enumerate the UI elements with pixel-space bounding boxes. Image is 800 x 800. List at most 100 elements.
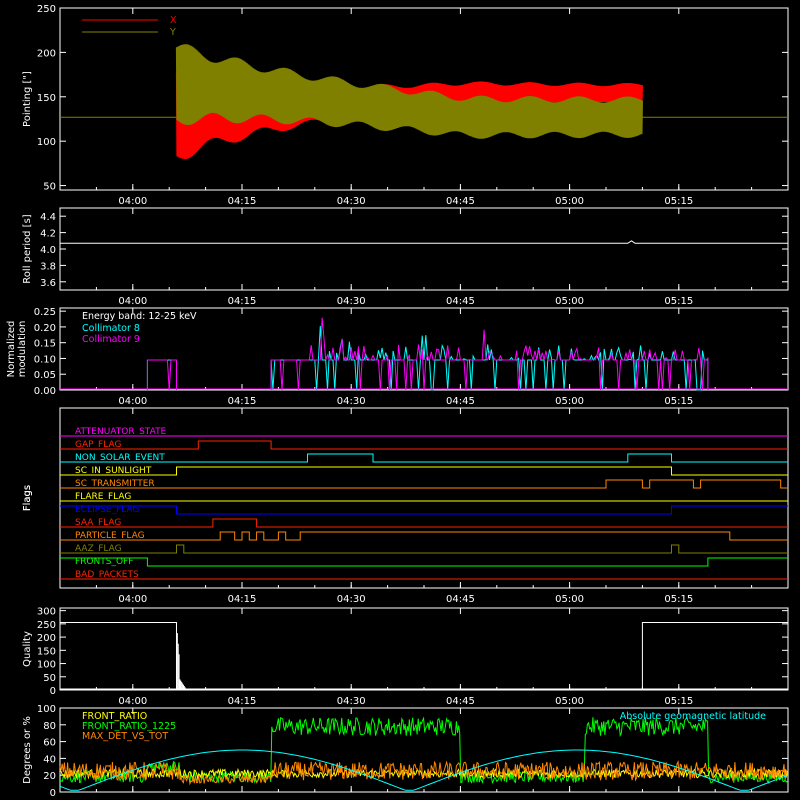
- y-tick-label: 250: [37, 620, 56, 631]
- series-roll-period: [60, 240, 788, 244]
- x-tick-label: 04:00: [118, 296, 147, 307]
- plot-frame-2: [59, 207, 789, 291]
- y-tick-label: 3.6: [40, 278, 56, 289]
- flag-label-sc-in-sunlight: SC_IN_SUNLIGHT: [75, 466, 152, 476]
- y-tick-label: 0.15: [34, 339, 56, 350]
- x-tick-label: 04:30: [337, 296, 366, 307]
- flag-label-eclipse-flag: ECLIPSE_FLAG: [75, 505, 139, 515]
- x-tick-label: 04:30: [337, 396, 366, 407]
- flag-label-flare-flag: FLARE_FLAG: [75, 492, 131, 502]
- x-tick-label: 05:00: [555, 594, 584, 605]
- x-tick-label: 04:30: [337, 196, 366, 207]
- y-tick-label: 0: [50, 686, 56, 697]
- series-y: [175, 44, 643, 139]
- y-axis-label: Flags: [22, 485, 33, 511]
- y-tick-label: 200: [37, 48, 56, 59]
- energy-band-annotation: Energy band: 12-25 keV: [82, 311, 197, 322]
- flag-line-sc-transmitter: [60, 479, 788, 489]
- x-tick-label: 04:00: [118, 396, 147, 407]
- series-absolute-geomagnetic-latitude: [59, 749, 789, 791]
- x-tick-label: 05:00: [555, 296, 584, 307]
- x-tick-label: 05:15: [664, 296, 693, 307]
- legend-label-y: Y: [169, 27, 176, 38]
- flag-label-saa-flag: SAA_FLAG: [75, 518, 121, 528]
- x-tick-label: 04:15: [228, 196, 257, 207]
- y-tick-label: 0: [50, 788, 56, 799]
- flag-line-eclipse-flag: [60, 505, 788, 515]
- x-tick-label: 04:00: [118, 196, 147, 207]
- legend-label-front-ratio: FRONT_RATIO: [82, 711, 147, 722]
- y-tick-label: 4.4: [40, 212, 56, 223]
- flag-line-particle-flag: [60, 531, 788, 541]
- x-tick-label: 04:15: [228, 594, 257, 605]
- x-tick-label: 04:45: [446, 594, 475, 605]
- y-tick-label: 50: [43, 673, 56, 684]
- y-axis-label: modulation: [17, 321, 28, 378]
- legend-label-collimator-8: Collimator 8: [82, 323, 140, 334]
- plot-frame-5: [59, 607, 789, 691]
- y-axis-label: Degrees or %: [22, 716, 33, 784]
- series-collimator-8: [146, 325, 709, 391]
- y-axis-label: Pointing ["]: [22, 71, 33, 127]
- x-tick-label: 04:45: [446, 396, 475, 407]
- legend-label-collimator-9: Collimator 9: [82, 334, 140, 345]
- y-axis-label: Quality: [22, 631, 33, 667]
- y-tick-label: 100: [37, 137, 56, 148]
- y-axis-label: Normalized: [6, 321, 17, 378]
- flag-label-non-solar-event: NON_SOLAR_EVENT: [75, 453, 165, 463]
- x-tick-label: 04:15: [228, 396, 257, 407]
- flag-label-sc-transmitter: SC_TRANSMITTER: [75, 479, 155, 489]
- y-axis-label: Flags: [22, 485, 33, 511]
- y-tick-label: 80: [43, 721, 56, 732]
- y-tick-label: 40: [43, 754, 56, 765]
- x-tick-label: 04:30: [337, 696, 366, 707]
- x-tick-label: 05:00: [555, 396, 584, 407]
- legend-label-max-det-vs-tot: MAX_DET_VS_TOT: [82, 731, 168, 742]
- y-tick-label: 150: [37, 93, 56, 104]
- flag-label-bad-packets: BAD_PACKETS: [75, 570, 139, 580]
- flag-line-aaz-flag: [60, 544, 788, 554]
- x-tick-label: 04:00: [118, 594, 147, 605]
- x-tick-label: 04:45: [446, 296, 475, 307]
- flag-label-fronts-off: FRONTS_OFF: [75, 557, 133, 567]
- x-tick-label: 04:00: [118, 696, 147, 707]
- y-tick-label: 4.0: [40, 245, 56, 256]
- y-tick-label: 150: [37, 646, 56, 657]
- flag-line-non-solar-event: [60, 453, 788, 463]
- plot-frame-4: [59, 407, 789, 589]
- y-tick-label: 20: [43, 771, 56, 782]
- flag-line-saa-flag: [60, 518, 788, 528]
- y-tick-label: 3.8: [40, 261, 56, 272]
- y-tick-label: 4.2: [40, 229, 56, 240]
- quality-segment: [60, 622, 177, 690]
- x-tick-label: 04:30: [337, 594, 366, 605]
- quality-segment: [641, 622, 788, 690]
- y-tick-label: 300: [37, 607, 56, 618]
- flag-label-attenuator-state: ATTENUATOR_STATE: [75, 427, 167, 437]
- x-tick-label: 04:45: [446, 196, 475, 207]
- y-tick-label: 50: [43, 182, 56, 193]
- x-tick-label: 04:15: [228, 296, 257, 307]
- y-axis-label: Roll period [s]: [22, 214, 33, 283]
- y-tick-label: 100: [37, 660, 56, 671]
- flag-label-gap-flag: GAP_FLAG: [75, 440, 121, 450]
- x-tick-label: 05:00: [555, 696, 584, 707]
- x-tick-label: 05:00: [555, 196, 584, 207]
- x-tick-label: 05:15: [664, 594, 693, 605]
- x-tick-label: 04:15: [228, 696, 257, 707]
- x-tick-label: 05:15: [664, 696, 693, 707]
- y-tick-label: 0.20: [34, 323, 56, 334]
- legend-label-x: X: [170, 15, 177, 26]
- flag-line-sc-in-sunlight: [60, 466, 788, 476]
- series-max-det-vs-tot: [59, 759, 788, 786]
- y-tick-label: 100: [37, 704, 56, 715]
- x-tick-label: 05:15: [664, 396, 693, 407]
- series-collimator-9: [146, 317, 709, 391]
- y-tick-label: 0.05: [34, 370, 56, 381]
- y-tick-label: 0.10: [34, 354, 56, 365]
- flag-line-fronts-off: [60, 557, 788, 567]
- flag-label-aaz-flag: AAZ_FLAG: [75, 544, 122, 554]
- y-tick-label: 60: [43, 738, 56, 749]
- legend-label-front-ratio-1225: FRONT_RATIO_1225: [82, 721, 176, 732]
